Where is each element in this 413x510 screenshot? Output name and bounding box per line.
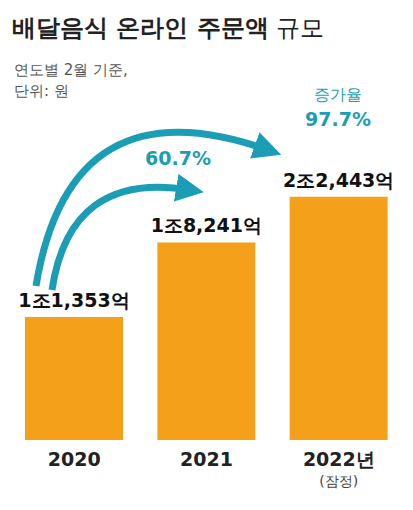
svg-text:2022년: 2022년 — [303, 448, 375, 470]
svg-text:97.7%: 97.7% — [305, 108, 371, 130]
svg-text:60.7%: 60.7% — [145, 147, 211, 169]
html-text:배달음식 온라인 주문액규모: 배달음식 온라인 주문액규모 — [12, 14, 325, 42]
svg-text:1조8,241억: 1조8,241억 — [151, 214, 262, 236]
svg-text:2조2,443억: 2조2,443억 — [283, 169, 394, 191]
svg-text:2020: 2020 — [48, 448, 101, 470]
svg-text:1조1,353억: 1조1,353억 — [18, 289, 129, 311]
html-text:단위: 원: 단위: 원 — [14, 82, 69, 100]
svg-text:2021: 2021 — [180, 448, 233, 470]
svg-text:(잠정): (잠정) — [319, 473, 358, 489]
html-text:연도별 2월 기준,: 연도별 2월 기준, — [14, 61, 128, 79]
svg-text:증가율: 증가율 — [314, 85, 362, 104]
